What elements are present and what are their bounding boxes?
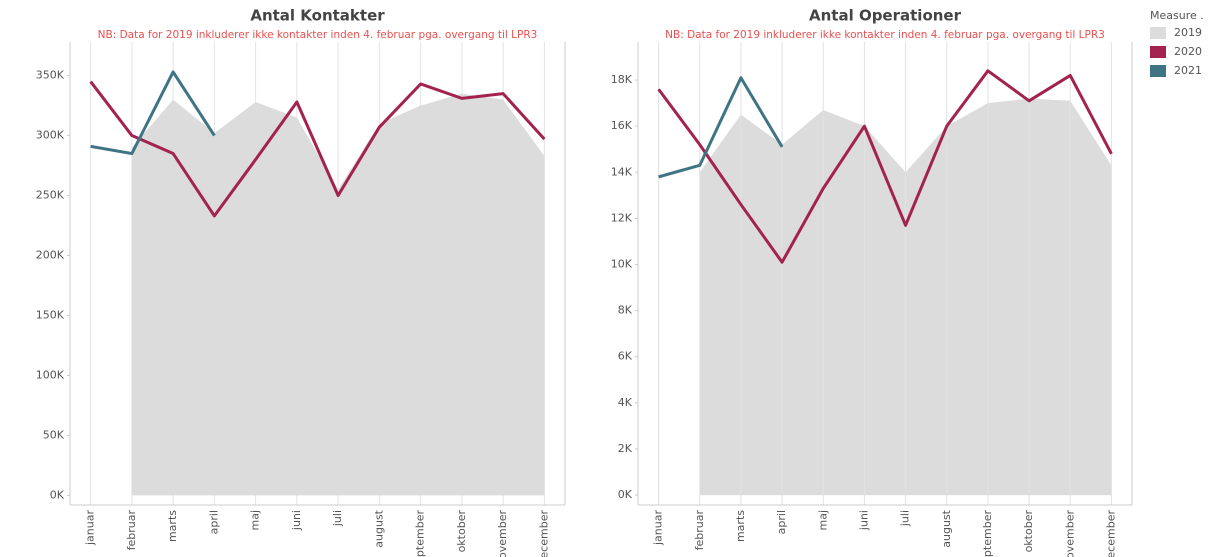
x-tick-label: marts bbox=[166, 510, 179, 542]
y-tick-label: 8K bbox=[618, 304, 633, 317]
y-tick-label: 6K bbox=[618, 350, 633, 363]
x-tick-label: december bbox=[537, 510, 550, 557]
y-tick-label: 300K bbox=[36, 129, 65, 142]
line bbox=[657, 69, 1113, 264]
y-tick-label: 14K bbox=[611, 165, 633, 178]
y-tick-label: 100K bbox=[36, 368, 65, 381]
x-tick-label: juli bbox=[331, 510, 344, 527]
line bbox=[90, 70, 216, 156]
x-tick-label: marts bbox=[734, 510, 747, 542]
legend-swatch bbox=[1150, 65, 1166, 77]
x-tick-label: september bbox=[981, 510, 994, 557]
x-tick-label: februar bbox=[125, 510, 138, 551]
x-tick-label: juli bbox=[899, 510, 912, 527]
x-tick-label: januar bbox=[652, 510, 665, 546]
chart-title: Antal Kontakter bbox=[250, 7, 385, 25]
area bbox=[131, 93, 545, 496]
x-tick-label: august bbox=[940, 509, 953, 547]
x-tick-label: juni bbox=[857, 510, 870, 531]
y-tick-label: 0K bbox=[618, 488, 633, 501]
legend-label: 2019 bbox=[1174, 26, 1202, 39]
x-tick-label: november bbox=[1063, 510, 1076, 557]
chart-subtitle: NB: Data for 2019 inkluderer ikke kontak… bbox=[98, 29, 538, 41]
x-tick-label: april bbox=[775, 510, 788, 534]
x-tick-label: oktober bbox=[455, 510, 468, 553]
legend-label: 2021 bbox=[1174, 64, 1202, 77]
x-tick-label: august bbox=[372, 509, 385, 547]
x-tick-label: oktober bbox=[1022, 510, 1035, 553]
x-tick-label: februar bbox=[693, 510, 706, 551]
legend-label: 2020 bbox=[1174, 45, 1202, 58]
legend-swatch bbox=[1150, 46, 1166, 58]
x-tick-label: september bbox=[414, 510, 427, 557]
y-tick-label: 150K bbox=[36, 308, 65, 321]
legend-title: Measure . bbox=[1150, 9, 1204, 22]
line bbox=[89, 80, 546, 218]
x-tick-label: maj bbox=[249, 510, 262, 531]
y-tick-label: 16K bbox=[611, 119, 633, 132]
y-tick-label: 250K bbox=[36, 189, 65, 202]
y-tick-label: 2K bbox=[618, 442, 633, 455]
y-tick-label: 200K bbox=[36, 249, 65, 262]
chart-title: Antal Operationer bbox=[809, 7, 962, 25]
x-tick-label: juni bbox=[290, 510, 303, 531]
y-tick-label: 18K bbox=[611, 73, 633, 86]
y-tick-label: 10K bbox=[611, 258, 633, 271]
x-tick-label: december bbox=[1104, 510, 1117, 557]
y-tick-label: 12K bbox=[611, 211, 633, 224]
legend-swatch bbox=[1150, 27, 1166, 39]
y-tick-label: 50K bbox=[43, 428, 65, 441]
chart-subtitle: NB: Data for 2019 inkluderer ikke kontak… bbox=[665, 29, 1105, 41]
x-tick-label: november bbox=[496, 510, 509, 557]
y-tick-label: 4K bbox=[618, 396, 633, 409]
line bbox=[658, 76, 784, 179]
x-tick-label: januar bbox=[84, 510, 97, 546]
y-tick-label: 350K bbox=[36, 69, 65, 82]
x-tick-label: april bbox=[207, 510, 220, 534]
y-tick-label: 0K bbox=[50, 488, 65, 501]
x-tick-label: maj bbox=[816, 510, 829, 531]
